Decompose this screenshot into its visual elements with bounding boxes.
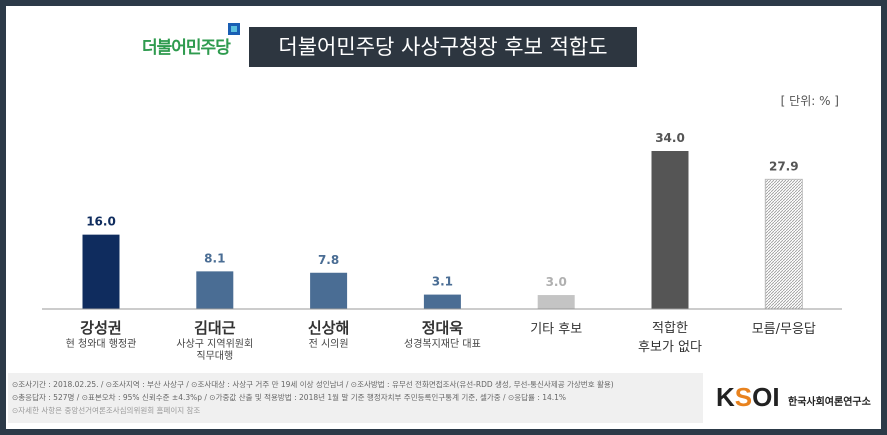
value-label: 34.0 xyxy=(655,131,685,145)
chart-frame xyxy=(6,6,881,429)
value-label: 16.0 xyxy=(86,215,116,229)
value-label: 3.1 xyxy=(432,275,453,289)
category-subtitle: 사상구 지역위원회 xyxy=(176,337,253,350)
category-subtitle: 현 청와대 행정관 xyxy=(66,338,137,350)
category-label: 후보가 없다 xyxy=(638,340,702,355)
category-label: 적합한 xyxy=(652,321,688,336)
flag-icon xyxy=(227,23,240,35)
category-subtitle: 성경복지재단 대표 xyxy=(404,337,481,350)
ksoi-name: 한국사회여론연구소 xyxy=(788,397,871,408)
category-label: 기타 후보 xyxy=(530,322,582,337)
ksoi-logo: KSOI xyxy=(716,382,780,412)
value-label: 3.0 xyxy=(546,275,567,289)
note-line-1: ⊙조사기간 : 2018.02.25. / ⊙조사지역 : 부산 사상구 / ⊙… xyxy=(12,380,614,389)
bar xyxy=(310,272,348,309)
note-line-2: ⊙총응답자 : 527명 / ⊙표본오차 : 95% 신뢰수준 ±4.3%p /… xyxy=(12,393,567,402)
party-logo: 더불어민주당 xyxy=(142,23,240,58)
category-label: 모름/무응답 xyxy=(752,322,816,337)
value-label: 27.9 xyxy=(769,159,799,173)
category-label: 정대욱 xyxy=(422,319,464,337)
value-label: 7.8 xyxy=(318,253,339,267)
category-label: 신상해 xyxy=(308,319,349,337)
note-line-3: ⊙자세한 사항은 중앙선거여론조사심의위원회 홈페이지 참조 xyxy=(12,406,201,415)
bar xyxy=(651,151,689,309)
category-subtitle: 전 시의원 xyxy=(309,338,349,350)
category-label: 김대근 xyxy=(194,319,236,337)
bar xyxy=(82,234,120,309)
bar xyxy=(196,271,234,309)
category-label: 강성권 xyxy=(80,319,121,337)
category-subtitle: 직무대행 xyxy=(196,350,233,362)
bar xyxy=(764,178,803,310)
value-label: 8.1 xyxy=(204,251,225,265)
page-title: 더불어민주당 사상구청장 후보 적합도 xyxy=(249,27,637,67)
unit-label: [ 단위: % ] xyxy=(780,94,839,108)
bar xyxy=(537,295,575,309)
bar xyxy=(423,294,461,309)
survey-notes: ⊙조사기간 : 2018.02.25. / ⊙조사지역 : 부산 사상구 / ⊙… xyxy=(8,373,703,423)
